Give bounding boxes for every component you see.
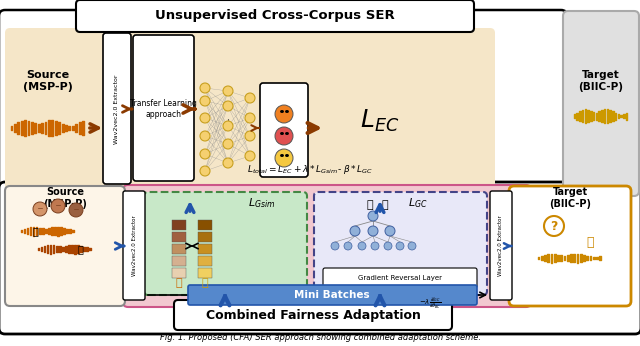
Bar [172, 256, 186, 266]
FancyBboxPatch shape [188, 285, 477, 305]
Circle shape [544, 216, 564, 236]
Text: Target
(BIIC-P): Target (BIIC-P) [579, 70, 623, 92]
Circle shape [223, 139, 233, 149]
FancyBboxPatch shape [323, 268, 477, 288]
Circle shape [385, 226, 395, 236]
Text: 👤: 👤 [586, 237, 594, 249]
Circle shape [350, 226, 360, 236]
Circle shape [358, 242, 366, 250]
Text: Transfer Learning
approach: Transfer Learning approach [129, 99, 196, 119]
Text: Target
(BIIC-P): Target (BIIC-P) [549, 187, 591, 209]
Text: Wav2vec2.0 Extractor: Wav2vec2.0 Extractor [115, 74, 120, 144]
Text: Combined Fairness Adaptation: Combined Fairness Adaptation [205, 309, 420, 321]
Circle shape [245, 113, 255, 123]
Circle shape [245, 131, 255, 141]
Text: Gradient Reversal Layer: Gradient Reversal Layer [358, 275, 442, 281]
Circle shape [223, 158, 233, 168]
Bar [172, 232, 186, 242]
Circle shape [245, 151, 255, 161]
Circle shape [368, 226, 378, 236]
Circle shape [275, 127, 293, 145]
Bar [172, 268, 186, 278]
Circle shape [331, 242, 339, 250]
Text: 🧑: 🧑 [367, 200, 373, 210]
Text: $L_{GC}$: $L_{GC}$ [408, 196, 428, 210]
Text: Source
(MSP-P): Source (MSP-P) [23, 70, 73, 92]
Circle shape [245, 93, 255, 103]
Circle shape [223, 101, 233, 111]
Circle shape [200, 131, 210, 141]
FancyBboxPatch shape [103, 33, 131, 184]
FancyBboxPatch shape [133, 35, 194, 181]
Text: 🧑: 🧑 [381, 200, 388, 210]
FancyBboxPatch shape [490, 191, 512, 300]
Bar [198, 268, 212, 278]
Bar [198, 256, 212, 266]
Circle shape [200, 96, 210, 106]
FancyBboxPatch shape [509, 186, 631, 306]
FancyBboxPatch shape [123, 191, 145, 300]
Circle shape [344, 242, 352, 250]
FancyBboxPatch shape [174, 300, 452, 330]
Circle shape [408, 242, 416, 250]
Circle shape [200, 83, 210, 93]
Circle shape [200, 166, 210, 176]
FancyBboxPatch shape [5, 28, 495, 193]
Bar [198, 244, 212, 254]
Circle shape [51, 199, 65, 213]
Text: 👤: 👤 [176, 278, 182, 288]
Text: Source
(MSP-P): Source (MSP-P) [43, 187, 87, 209]
Text: $-\lambda\frac{\partial l_{GC}}{\partial \theta_{BC}}$: $-\lambda\frac{\partial l_{GC}}{\partial… [419, 295, 441, 311]
Circle shape [275, 149, 293, 167]
Text: ?: ? [550, 219, 557, 233]
FancyBboxPatch shape [260, 83, 308, 177]
Circle shape [200, 149, 210, 159]
Text: Fig. 1. Proposed (CFA) SER approach showing combined adaptation scheme.: Fig. 1. Proposed (CFA) SER approach show… [159, 334, 481, 343]
FancyBboxPatch shape [5, 186, 125, 306]
Circle shape [223, 86, 233, 96]
Text: $L_{total} = L_{EC} + \lambda * L_{Gsim}\text{-}\ \beta * L_{GC}$: $L_{total} = L_{EC} + \lambda * L_{Gsim}… [247, 164, 373, 176]
Circle shape [69, 203, 83, 217]
FancyBboxPatch shape [123, 185, 531, 307]
Text: $L_{Gsim}$: $L_{Gsim}$ [248, 196, 276, 210]
Circle shape [275, 105, 293, 123]
FancyBboxPatch shape [144, 192, 307, 295]
Bar [198, 220, 212, 230]
Text: $\mathbf{\it{L}}_{EC}$: $\mathbf{\it{L}}_{EC}$ [360, 108, 400, 134]
Circle shape [223, 121, 233, 131]
Circle shape [368, 211, 378, 221]
FancyBboxPatch shape [314, 192, 487, 295]
Text: Mini Batches: Mini Batches [294, 290, 370, 300]
Circle shape [200, 113, 210, 123]
FancyBboxPatch shape [0, 10, 567, 197]
Circle shape [33, 202, 47, 216]
Circle shape [396, 242, 404, 250]
Text: Wav2vec2.0 Extractor: Wav2vec2.0 Extractor [499, 216, 504, 276]
FancyBboxPatch shape [76, 0, 474, 32]
Text: 👤: 👤 [32, 226, 38, 236]
Circle shape [371, 242, 379, 250]
Text: Wav2vec2.0 Extractor: Wav2vec2.0 Extractor [131, 216, 136, 276]
Text: Unsupervised Cross-Corpus SER: Unsupervised Cross-Corpus SER [155, 9, 395, 22]
FancyBboxPatch shape [0, 182, 640, 334]
Bar [198, 232, 212, 242]
Text: 👤: 👤 [77, 244, 83, 254]
Circle shape [384, 242, 392, 250]
Bar [172, 244, 186, 254]
FancyBboxPatch shape [563, 11, 639, 196]
Bar [172, 220, 186, 230]
Text: 👤: 👤 [202, 278, 208, 288]
